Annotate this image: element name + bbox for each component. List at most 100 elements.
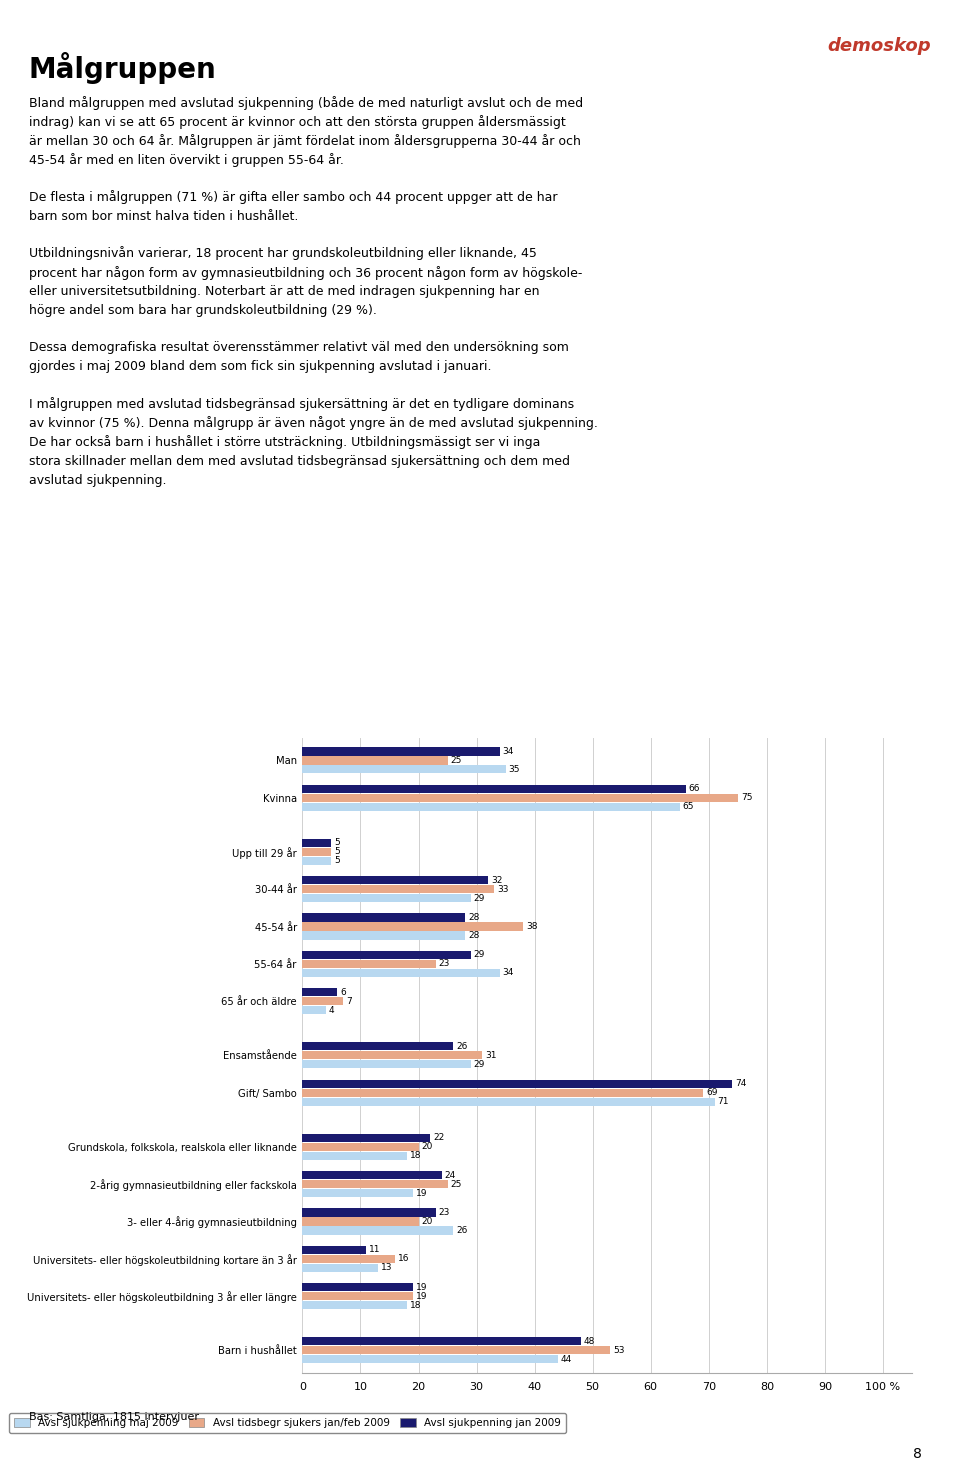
Bar [302,847,331,856]
Bar [302,765,506,773]
Text: 13: 13 [381,1263,393,1272]
Bar [302,756,447,765]
Text: De flesta i målgruppen (71 %) är gifta eller sambo och 44 procent uppger att de : De flesta i målgruppen (71 %) är gifta e… [29,190,558,204]
Bar [302,1346,611,1355]
Bar [302,1355,558,1364]
Text: 19: 19 [416,1188,427,1197]
Text: 24: 24 [444,1170,456,1179]
Text: 19: 19 [416,1283,427,1292]
Bar [302,1098,714,1106]
Text: Dessa demografiska resultat överensstämmer relativt väl med den undersökning som: Dessa demografiska resultat överensstämm… [29,341,568,354]
Bar [302,794,738,801]
Text: 29: 29 [473,951,485,959]
Bar [302,959,436,968]
Text: barn som bor minst halva tiden i hushållet.: barn som bor minst halva tiden i hushåll… [29,210,299,223]
Text: 34: 34 [503,968,514,977]
Bar [302,803,680,810]
Text: 5: 5 [334,847,340,856]
Text: 6: 6 [340,987,346,996]
Bar [302,1263,378,1272]
Bar [302,886,494,893]
Text: procent har någon form av gymnasieutbildning och 36 procent någon form av högsko: procent har någon form av gymnasieutbild… [29,266,582,279]
Text: högre andel som bara har grundskoleutbildning (29 %).: högre andel som bara har grundskoleutbil… [29,304,376,317]
Text: eller universitetsutbildning. Noterbart är att de med indragen sjukpenning har e: eller universitetsutbildning. Noterbart … [29,285,540,298]
Text: 29: 29 [473,1060,485,1069]
Text: Bland målgruppen med avslutad sjukpenning (både de med naturligt avslut och de m: Bland målgruppen med avslutad sjukpennin… [29,96,583,109]
Text: 20: 20 [421,1218,433,1227]
Text: 18: 18 [410,1300,421,1309]
Text: 19: 19 [416,1292,427,1300]
Bar [302,894,470,902]
Bar [302,1292,413,1300]
Text: 34: 34 [503,747,514,756]
Text: 69: 69 [706,1088,717,1097]
Text: 26: 26 [456,1227,468,1235]
Text: stora skillnader mellan dem med avslutad tidsbegränsad sjukersättning och dem me: stora skillnader mellan dem med avslutad… [29,455,570,468]
Bar [302,1283,413,1292]
Text: 4: 4 [328,1005,334,1014]
Text: 71: 71 [717,1097,729,1106]
Bar [302,747,500,756]
Text: 31: 31 [485,1051,496,1060]
Text: 53: 53 [613,1346,625,1355]
Text: I målgruppen med avslutad tidsbegränsad sjukersättning är det en tydligare domin: I målgruppen med avslutad tidsbegränsad … [29,397,574,410]
Text: 22: 22 [433,1134,444,1142]
Bar [302,1170,442,1179]
Bar [302,1300,407,1309]
Text: 7: 7 [346,996,351,1005]
Text: Bas: Samtliga, 1815 intervjuer: Bas: Samtliga, 1815 intervjuer [29,1413,199,1421]
Text: 45-54 år med en liten övervikt i gruppen 55-64 år.: 45-54 år med en liten övervikt i gruppen… [29,154,344,167]
Text: demoskop: demoskop [828,37,931,55]
Bar [302,1218,419,1225]
Bar [302,1142,419,1151]
Text: 25: 25 [450,756,462,765]
Text: 35: 35 [509,765,520,773]
Text: 44: 44 [561,1355,572,1364]
Bar [302,1151,407,1160]
Text: 5: 5 [334,856,340,865]
Text: av kvinnor (75 %). Denna målgrupp är även något yngre än de med avslutad sjukpen: av kvinnor (75 %). Denna målgrupp är äve… [29,416,598,430]
Text: 16: 16 [398,1255,410,1263]
Bar [302,968,500,977]
Text: 5: 5 [334,838,340,847]
Bar [302,1179,447,1188]
Text: 25: 25 [450,1179,462,1188]
Bar [302,998,343,1005]
Bar [302,785,685,793]
Bar [302,1042,453,1051]
Text: är mellan 30 och 64 år. Målgruppen är jämt fördelat inom åldersgrupperna 30-44 å: är mellan 30 och 64 år. Målgruppen är jä… [29,134,581,148]
Text: 26: 26 [456,1042,468,1051]
Text: De har också barn i hushållet i större utsträckning. Utbildningsmässigt ser vi i: De har också barn i hushållet i större u… [29,435,540,449]
Bar [302,922,523,931]
Bar [302,931,465,940]
Text: 48: 48 [584,1337,595,1346]
Bar [302,1051,482,1060]
Bar [302,951,470,959]
Bar [302,987,337,996]
Bar [302,1337,581,1346]
Bar [302,1246,367,1255]
Text: 18: 18 [410,1151,421,1160]
Bar [302,1134,430,1142]
Text: 23: 23 [439,1207,450,1218]
Text: Utbildningsnivån varierar, 18 procent har grundskoleutbildning eller liknande, 4: Utbildningsnivån varierar, 18 procent ha… [29,246,537,260]
Bar [302,914,465,921]
Bar [302,1079,732,1088]
Text: 11: 11 [370,1246,381,1255]
Text: 65: 65 [683,801,694,812]
Bar [302,1255,396,1263]
Text: 33: 33 [497,884,509,893]
Text: 38: 38 [526,922,538,931]
Text: avslutad sjukpenning.: avslutad sjukpenning. [29,474,166,487]
Text: 28: 28 [468,914,479,922]
Bar [302,877,489,884]
Text: 28: 28 [468,931,479,940]
Text: 75: 75 [741,793,753,803]
Text: 66: 66 [688,784,700,793]
Bar [302,856,331,865]
Text: gjordes i maj 2009 bland dem som fick sin sjukpenning avslutad i januari.: gjordes i maj 2009 bland dem som fick si… [29,360,492,373]
Bar [302,1060,470,1069]
Text: 23: 23 [439,959,450,968]
Text: 32: 32 [492,875,502,884]
Text: Målgruppen: Målgruppen [29,52,217,84]
